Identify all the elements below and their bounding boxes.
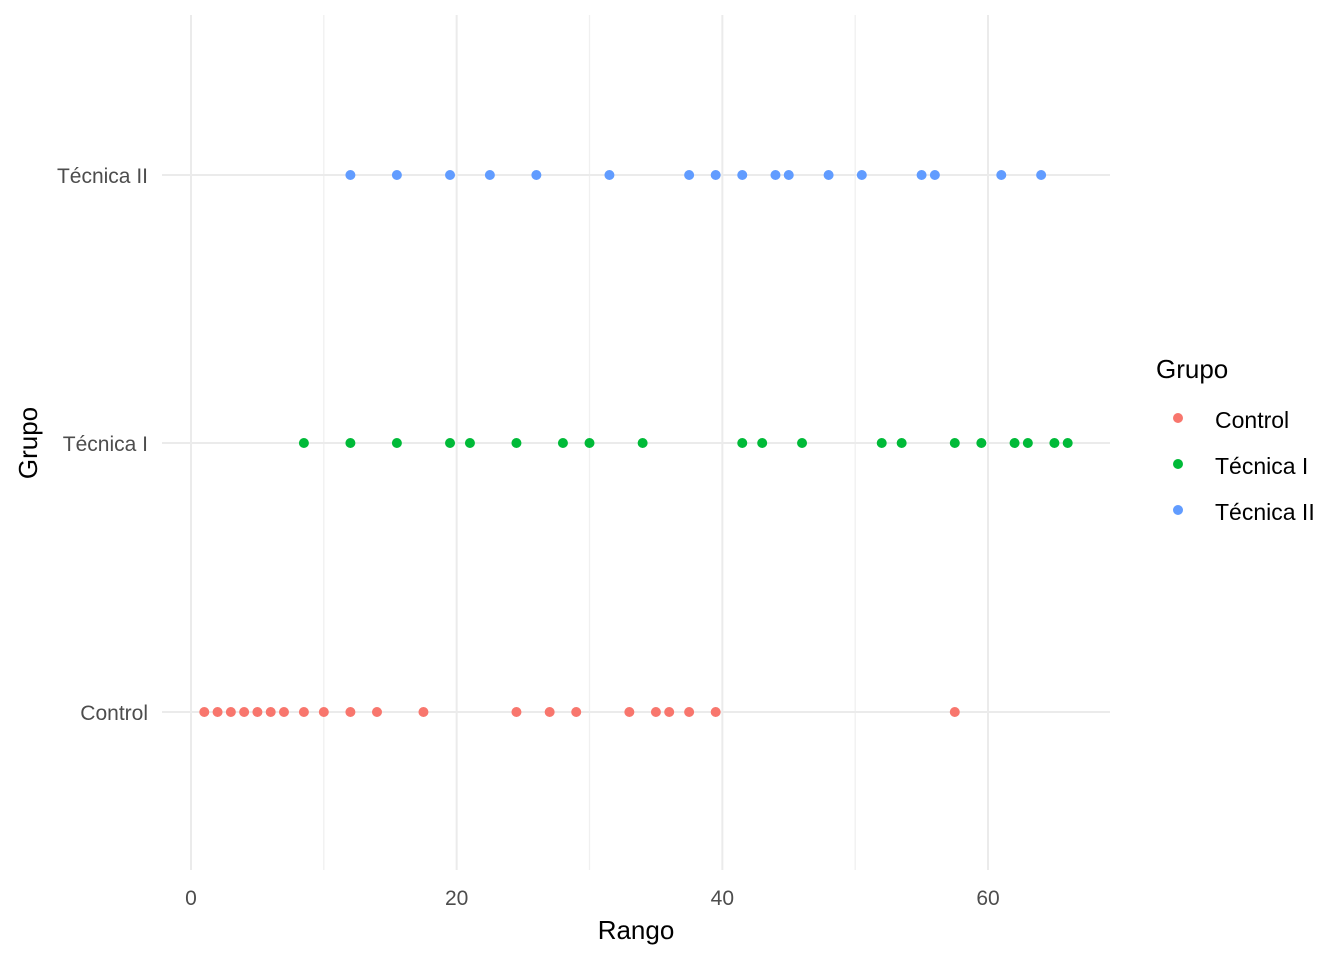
data-point [976, 438, 987, 448]
data-point [445, 170, 456, 180]
data-point [916, 170, 927, 180]
legend-label: Técnica II [1215, 499, 1315, 525]
data-point [996, 170, 1007, 180]
data-point [1049, 438, 1060, 448]
legend-key [1173, 459, 1183, 469]
x-tick-label: 60 [976, 887, 999, 910]
data-point [418, 707, 429, 717]
data-point [823, 170, 834, 180]
data-point [1036, 170, 1047, 180]
data-point [252, 707, 263, 717]
data-point [298, 438, 309, 448]
x-axis-title: Rango [598, 915, 675, 945]
data-point [484, 170, 495, 180]
data-point [571, 707, 582, 717]
data-point [225, 707, 236, 717]
data-point [856, 170, 867, 180]
x-axis-ticks: 0 20 40 60 [185, 887, 1000, 910]
data-point [1062, 438, 1073, 448]
data-point [1022, 438, 1033, 448]
y-tick-label: Técnica II [57, 165, 148, 188]
data-point [544, 707, 555, 717]
legend-title: Grupo [1156, 354, 1228, 384]
data-point [684, 170, 695, 180]
y-tick-label: Control [80, 702, 148, 725]
legend: Grupo Control Técnica I Técnica II [1156, 354, 1315, 525]
data-point [531, 170, 542, 180]
legend-key [1173, 505, 1183, 515]
data-point [929, 170, 940, 180]
x-tick-label: 20 [445, 887, 468, 910]
data-point [797, 438, 808, 448]
data-point [757, 438, 768, 448]
data-point [624, 707, 635, 717]
legend-label: Control [1215, 407, 1289, 433]
legend-label: Técnica I [1215, 453, 1308, 479]
data-point [345, 170, 356, 180]
data-point [345, 707, 356, 717]
data-point [511, 707, 522, 717]
data-point [1009, 438, 1020, 448]
data-point [710, 707, 721, 717]
data-point [737, 438, 748, 448]
data-point [710, 170, 721, 180]
y-axis-title: Grupo [13, 407, 43, 479]
data-point [345, 438, 356, 448]
data-point [783, 170, 794, 180]
y-tick-label: Técnica I [63, 433, 148, 456]
points [199, 170, 1073, 717]
x-tick-label: 0 [185, 887, 197, 910]
data-point [664, 707, 675, 717]
data-point [445, 438, 456, 448]
data-point [949, 707, 960, 717]
y-axis-ticks: Control Técnica I Técnica II [57, 165, 148, 725]
data-point [684, 707, 695, 717]
x-tick-label: 40 [711, 887, 734, 910]
data-point [949, 438, 960, 448]
data-point [199, 707, 210, 717]
data-point [876, 438, 887, 448]
data-point [371, 707, 382, 717]
data-point [511, 438, 522, 448]
data-point [391, 438, 402, 448]
data-point [278, 707, 289, 717]
data-point [212, 707, 223, 717]
data-point [637, 438, 648, 448]
data-point [770, 170, 781, 180]
legend-key [1173, 413, 1183, 423]
data-point [298, 707, 309, 717]
data-point [604, 170, 615, 180]
data-point [391, 170, 402, 180]
data-point [650, 707, 661, 717]
data-point [464, 438, 475, 448]
data-point [584, 438, 595, 448]
data-point [318, 707, 329, 717]
data-point [737, 170, 748, 180]
data-point [557, 438, 568, 448]
data-point [265, 707, 276, 717]
data-point [239, 707, 250, 717]
data-point [896, 438, 907, 448]
